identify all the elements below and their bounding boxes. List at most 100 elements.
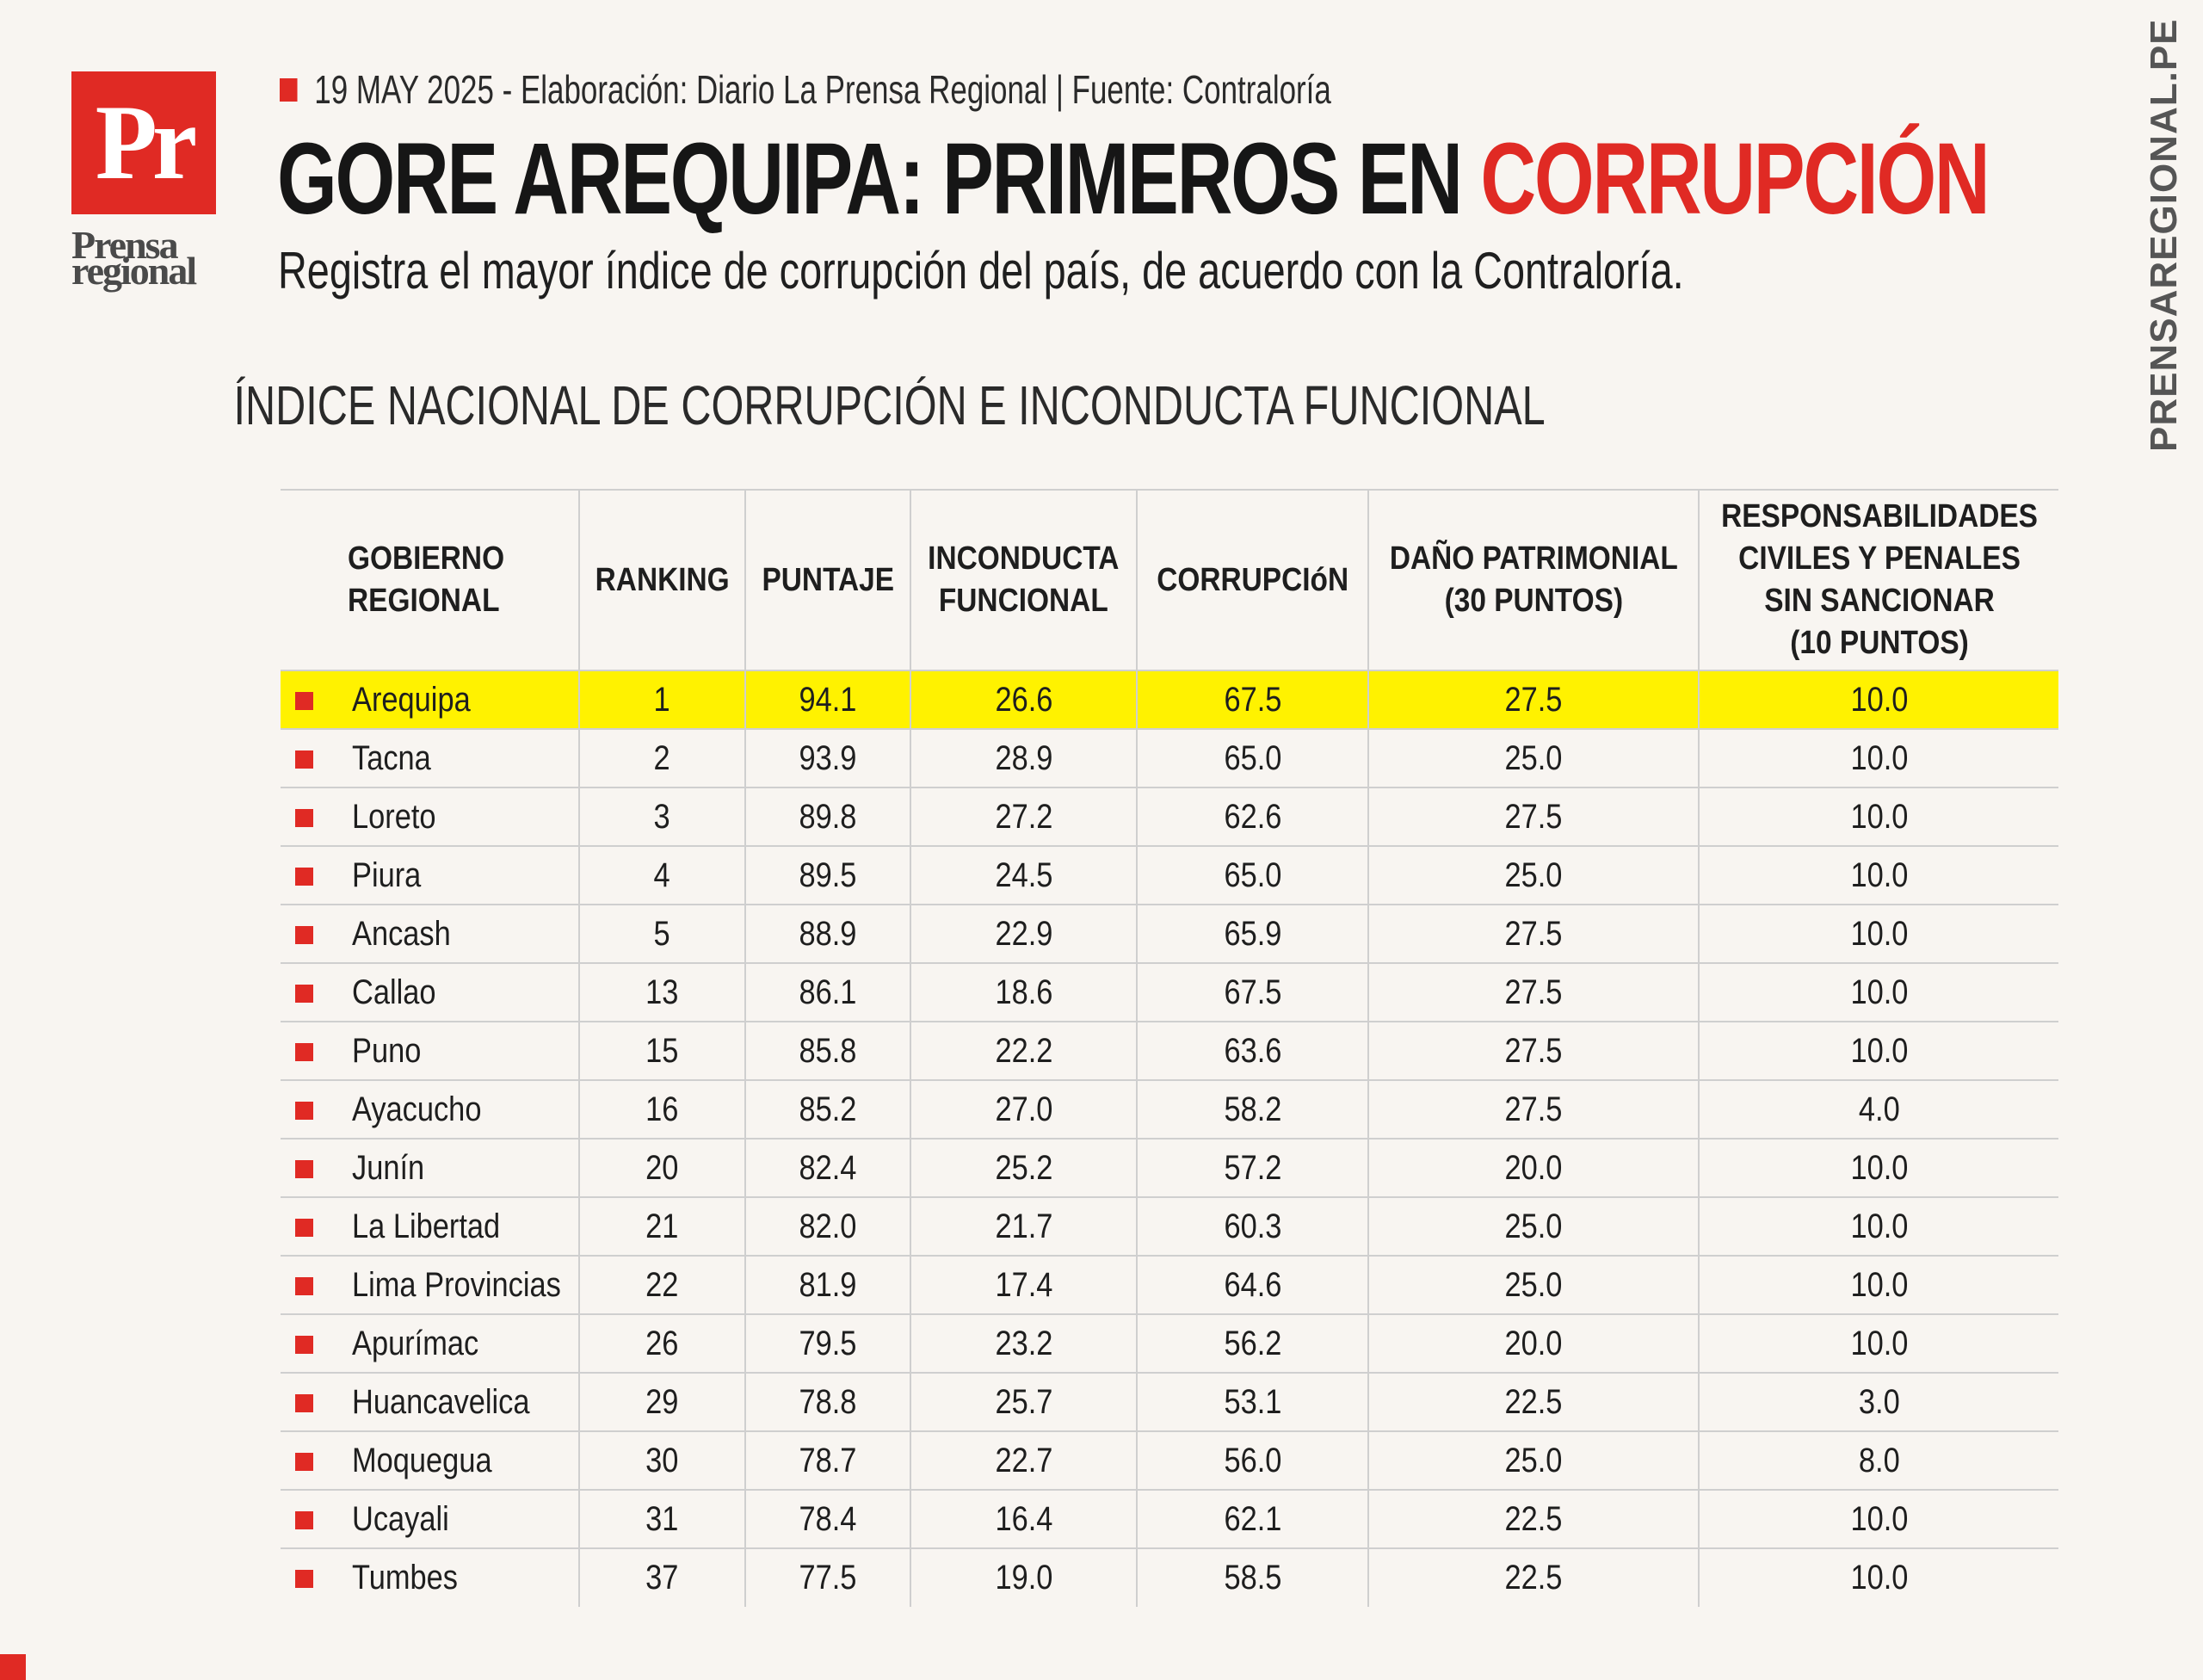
col-corrupcion-cell: 65.0 <box>1136 729 1368 788</box>
col-puntaje-cell: 86.1 <box>744 963 910 1022</box>
cell-value: 81.9 <box>799 1265 857 1304</box>
col-dano-patrimonial-cell: 25.0 <box>1367 1431 1699 1490</box>
col-corrupcion-cell: 60.3 <box>1136 1197 1368 1256</box>
col-ranking-cell: 2 <box>578 729 745 788</box>
side-url-text: PRENSAREGIONAL.PE <box>2143 18 2185 452</box>
cell-value: Loreto <box>352 797 436 836</box>
cell-value: 29 <box>645 1382 679 1421</box>
col-corrupcion-cell: 63.6 <box>1136 1022 1368 1080</box>
col-gobierno-regional-cell: Ayacucho <box>281 1080 579 1139</box>
table-row: Apurímac 26 79.5 23.2 56.2 20.0 10.0 <box>281 1314 2058 1373</box>
meta-line: 19 MAY 2025 - Elaboración: Diario La Pre… <box>280 64 1331 115</box>
cell-value: Lima Provincias <box>352 1265 561 1304</box>
col-dano-patrimonial-header: DAÑO PATRIMONIAL (30 PUNTOS) <box>1367 490 1699 670</box>
col-gobierno-regional-cell: Loreto <box>281 788 579 846</box>
cell-value: 63.6 <box>1224 1031 1281 1070</box>
col-ranking-cell: 3 <box>578 788 745 846</box>
col-gobierno-regional-cell: Puno <box>281 1022 579 1080</box>
col-puntaje-cell: 93.9 <box>744 729 910 788</box>
cell-value: 22 <box>645 1265 679 1304</box>
headline-black: GORE AREQUIPA: PRIMEROS EN <box>277 122 1481 236</box>
col-inconducta-funcional-cell: 27.2 <box>910 788 1137 846</box>
cell-value: 22.7 <box>995 1441 1052 1479</box>
cell-value: 20.0 <box>1504 1324 1563 1362</box>
cell-value: 15 <box>645 1031 679 1070</box>
cell-value: 78.8 <box>799 1382 857 1421</box>
cell-value: Arequipa <box>352 680 471 719</box>
table-row: Tacna 2 93.9 28.9 65.0 25.0 10.0 <box>281 729 2058 788</box>
col-dano-patrimonial-cell: 20.0 <box>1367 1139 1699 1197</box>
table-row: Huancavelica 29 78.8 25.7 53.1 22.5 3.0 <box>281 1373 2058 1431</box>
col-responsabilidades-cell: 10.0 <box>1698 788 2058 846</box>
col-gobierno-regional-cell: Apurímac <box>281 1314 579 1373</box>
cell-value: 26 <box>645 1324 679 1362</box>
cell-value: 24.5 <box>995 855 1052 894</box>
col-responsabilidades-cell: 10.0 <box>1698 963 2058 1022</box>
red-bullet-icon <box>295 926 313 944</box>
col-ranking-cell: 30 <box>578 1431 745 1490</box>
col-inconducta-funcional-cell: 23.2 <box>910 1314 1137 1373</box>
cell-value: 58.2 <box>1224 1090 1281 1128</box>
cell-value: 78.7 <box>799 1441 857 1479</box>
logo-name-line2: regional <box>71 249 197 293</box>
col-ranking-cell: 21 <box>578 1197 745 1256</box>
cell-value: 22.5 <box>1504 1559 1563 1597</box>
cell-value: 62.6 <box>1224 797 1281 836</box>
cell-value: 3 <box>653 797 671 836</box>
cell-value: 4 <box>653 855 671 894</box>
col-responsabilidades-cell: 10.0 <box>1698 1139 2058 1197</box>
col-puntaje-cell: 88.9 <box>744 905 910 963</box>
cell-value: Junín <box>352 1148 425 1187</box>
red-bullet-icon <box>295 692 313 710</box>
cell-value: 67.5 <box>1224 680 1281 719</box>
col-dano-patrimonial-cell: 27.5 <box>1367 905 1699 963</box>
cell-value: 10.0 <box>1850 973 1908 1011</box>
col-responsabilidades-cell: 10.0 <box>1698 1197 2058 1256</box>
cell-value: 25.7 <box>995 1382 1052 1421</box>
table-row: Arequipa 1 94.1 26.6 67.5 27.5 10.0 <box>281 670 2058 729</box>
cell-value: 79.5 <box>799 1324 857 1362</box>
col-puntaje-cell: 85.8 <box>744 1022 910 1080</box>
cell-value: 25.0 <box>1504 1441 1563 1479</box>
headline-red: CORRUPCIÓN <box>1480 122 1990 236</box>
cell-value: 21 <box>645 1207 679 1245</box>
col-corrupcion-cell: 58.2 <box>1136 1080 1368 1139</box>
column-header-label: PUNTAJE <box>762 561 894 598</box>
red-bullet-icon <box>295 1453 313 1471</box>
cell-value: 82.0 <box>799 1207 857 1245</box>
cell-value: 58.5 <box>1224 1559 1281 1597</box>
table-row: La Libertad 21 82.0 21.7 60.3 25.0 10.0 <box>281 1197 2058 1256</box>
col-gobierno-regional-cell: Tacna <box>281 729 579 788</box>
cell-value: 8.0 <box>1858 1441 1900 1479</box>
col-puntaje-cell: 89.5 <box>744 846 910 905</box>
col-inconducta-funcional-cell: 25.7 <box>910 1373 1137 1431</box>
table-row: Tumbes 37 77.5 19.0 58.5 22.5 10.0 <box>281 1548 2058 1607</box>
col-dano-patrimonial-cell: 27.5 <box>1367 670 1699 729</box>
col-corrupcion-cell: 58.5 <box>1136 1548 1368 1607</box>
col-puntaje-cell: 94.1 <box>744 670 910 729</box>
col-inconducta-funcional-cell: 21.7 <box>910 1197 1137 1256</box>
cell-value: 17.4 <box>995 1265 1052 1304</box>
col-responsabilidades-cell: 10.0 <box>1698 1256 2058 1314</box>
cell-value: 27.2 <box>995 797 1052 836</box>
cell-value: 23.2 <box>995 1324 1052 1362</box>
table-header-row: GOBIERNO REGIONAL RANKING PUNTAJE INCONDUCT… <box>281 490 2058 670</box>
cell-value: 62.1 <box>1224 1499 1281 1538</box>
cell-value: 20 <box>645 1148 679 1187</box>
cell-value: 21.7 <box>995 1207 1052 1245</box>
col-puntaje-cell: 89.8 <box>744 788 910 846</box>
table-row: Moquegua 30 78.7 22.7 56.0 25.0 8.0 <box>281 1431 2058 1490</box>
col-ranking-cell: 16 <box>578 1080 745 1139</box>
col-puntaje-cell: 81.9 <box>744 1256 910 1314</box>
col-gobierno-regional-cell: Callao <box>281 963 579 1022</box>
col-dano-patrimonial-cell: 20.0 <box>1367 1314 1699 1373</box>
cell-value: 25.2 <box>995 1148 1052 1187</box>
col-puntaje-cell: 78.4 <box>744 1490 910 1548</box>
headline: GORE AREQUIPA: PRIMEROS EN CORRUPCIÓN <box>277 127 1990 231</box>
cell-value: 19.0 <box>995 1559 1052 1597</box>
cell-value: 10.0 <box>1850 1207 1908 1245</box>
col-dano-patrimonial-cell: 25.0 <box>1367 729 1699 788</box>
col-corrupcion-header: CORRUPCIóN <box>1136 490 1368 670</box>
cell-value: 10.0 <box>1850 738 1908 777</box>
col-puntaje-cell: 78.8 <box>744 1373 910 1431</box>
